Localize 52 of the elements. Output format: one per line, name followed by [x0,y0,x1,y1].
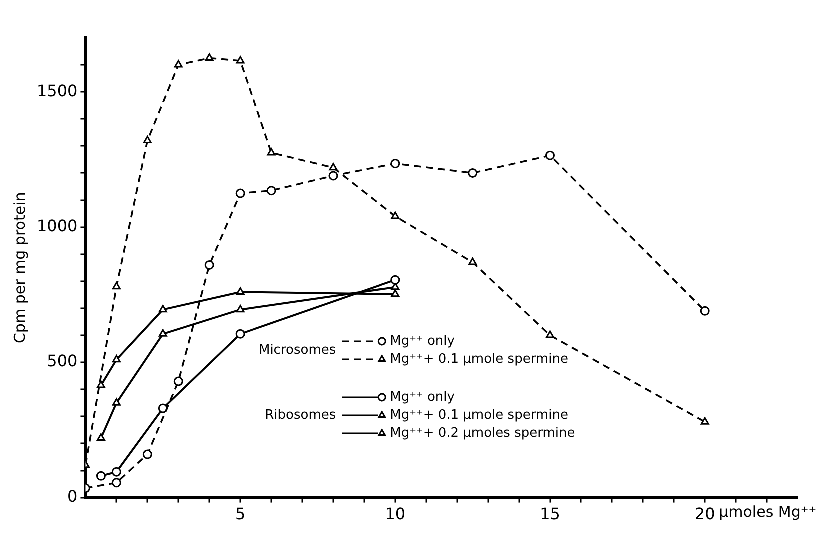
point [468,258,478,266]
point [236,305,245,313]
legend-label: Mg⁺⁺+ 0.2 µmoles spermine [390,426,576,441]
point [468,168,478,178]
point [96,471,106,481]
legend-label: Mg⁺⁺+ 0.1 µmole spermine [390,408,568,423]
x-tick-label: 15 [540,504,560,524]
y-tick-label: 1500 [37,81,78,100]
point [390,159,400,169]
point [546,150,555,160]
y-tick-label: 500 [47,352,78,371]
annotation: Microsomes [258,342,336,358]
point [236,287,245,295]
point [112,355,121,363]
point [142,450,152,460]
point [204,260,214,270]
point [96,380,106,388]
point [236,188,246,198]
point [174,60,183,68]
point [700,417,710,425]
point [267,148,276,156]
point [112,467,122,477]
point [236,329,246,339]
point [158,305,168,313]
y-tick-label: 1000 [37,216,78,236]
point [329,163,338,171]
legend-label: Mg⁺⁺ only [390,334,456,349]
legend-label: Mg⁺⁺+ 0.1 µmole spermine [390,352,568,367]
point [205,54,214,62]
annotation: Ribosomes [265,408,336,423]
x-tick-label: 10 [385,504,406,524]
point [236,56,245,64]
x-axis-title: µmoles Mg⁺⁺ [719,503,817,522]
y-tick-label: 0 [68,486,78,506]
point [112,398,121,406]
point [96,434,106,442]
point [174,376,184,386]
point [700,306,710,316]
point [143,136,152,144]
point [328,171,338,181]
point [390,275,400,285]
point [158,329,168,337]
point [391,290,400,298]
legend-label: Mg⁺⁺ only [390,390,456,405]
point [112,478,122,488]
point [391,212,400,220]
y-axis-title: Cpm per mg protein [10,192,29,344]
x-tick-label: 20 [694,504,716,524]
x-tick-label: 5 [235,504,246,524]
point [266,186,276,196]
point [112,282,121,290]
point [546,330,554,338]
